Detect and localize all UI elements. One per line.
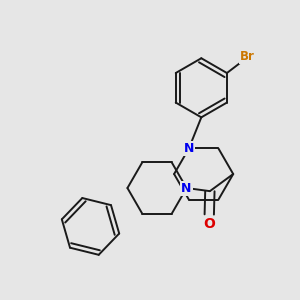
Text: O: O	[203, 217, 215, 231]
Text: N: N	[182, 182, 192, 194]
Text: Br: Br	[240, 50, 255, 63]
Text: N: N	[184, 142, 194, 155]
